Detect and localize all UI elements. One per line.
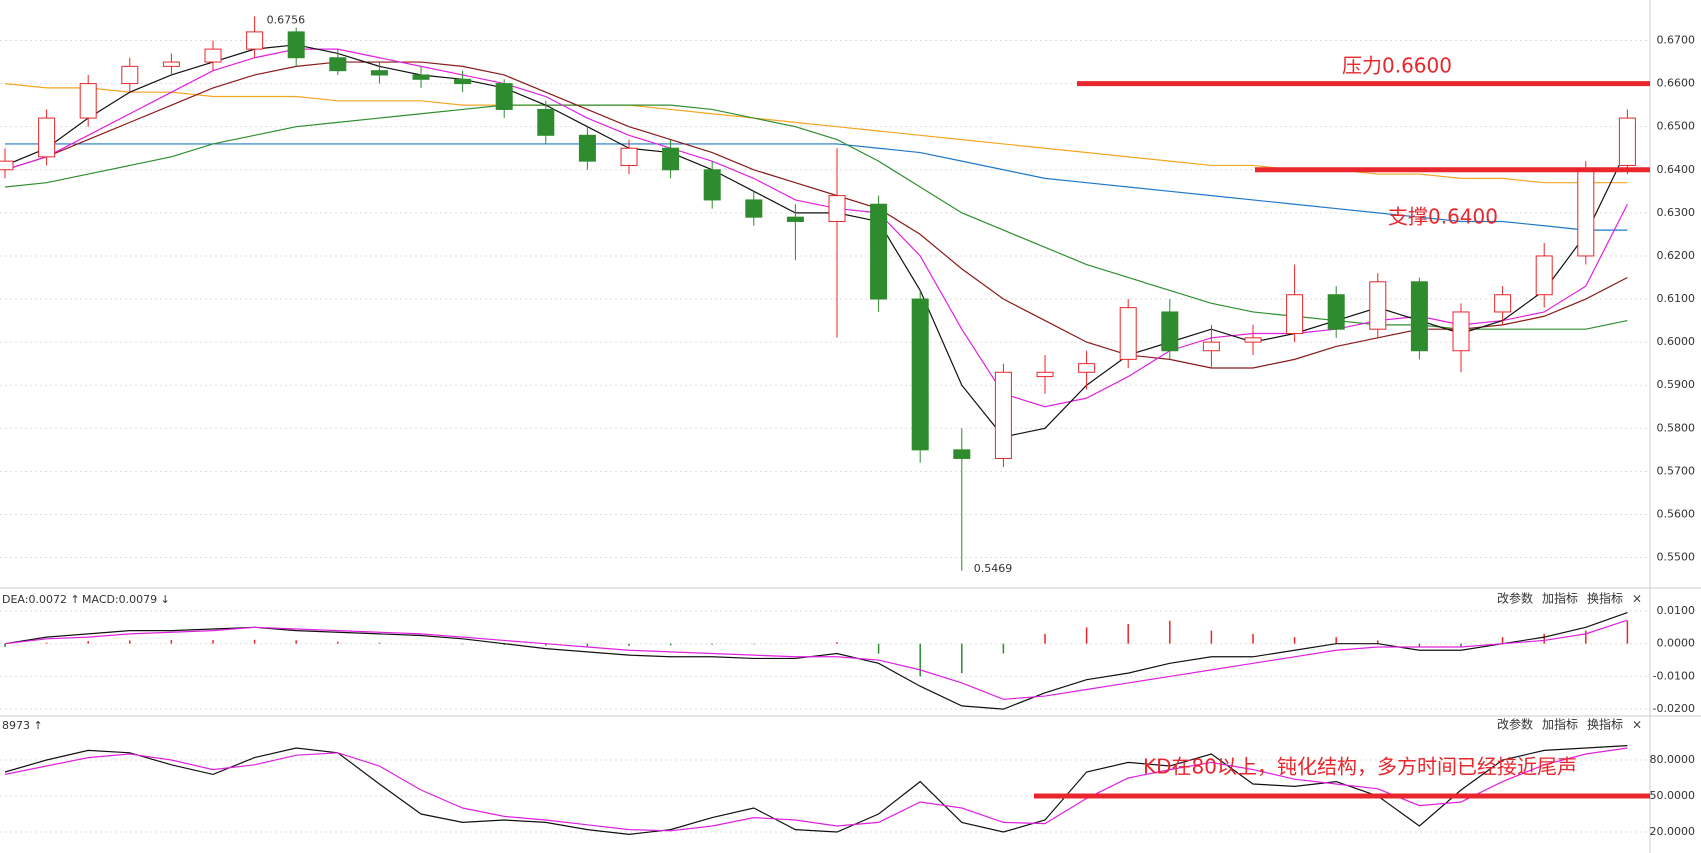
indicator-line: [4, 745, 1628, 836]
indicator-header: MACD:0.0079 ↓: [82, 593, 170, 606]
y-tick-label: 0.5900: [1657, 378, 1696, 391]
y-tick-label: 0.6500: [1657, 120, 1696, 133]
candle-body: [1410, 281, 1428, 352]
candle-body: [786, 216, 804, 222]
indicator-line: [4, 61, 1628, 369]
candle-body: [38, 117, 56, 158]
candle-body: [204, 48, 222, 63]
indicator-line: [5, 143, 1628, 231]
candle-body: [1036, 371, 1054, 378]
indicator-line: [4, 619, 1628, 700]
candle-body: [287, 31, 305, 59]
candle-body: [1202, 341, 1220, 352]
annotation: KD在80以上，钝化结构，多方时间已经接近尾声: [1143, 755, 1577, 779]
indicator-line: [4, 747, 1628, 832]
candle-body: [994, 371, 1012, 459]
candle-body: [1369, 281, 1387, 330]
panel-button[interactable]: 换指标: [1587, 717, 1623, 732]
y-tick-label: 0.5500: [1657, 551, 1696, 564]
indicator-header: DEA:0.0072 ↑: [2, 593, 80, 606]
y-tick-label: 0.6600: [1657, 77, 1696, 90]
candle-body: [828, 195, 846, 222]
y-tick-label: 50.0000: [1650, 789, 1696, 802]
candle-body: [0, 160, 14, 171]
y-tick-label: 80.0000: [1650, 753, 1696, 766]
candle-body: [620, 147, 638, 166]
candle-body: [329, 57, 347, 72]
y-tick-label: 0.6300: [1657, 206, 1696, 219]
y-tick-label: 0.0100: [1657, 604, 1696, 617]
y-tick-label: -0.0200: [1653, 702, 1695, 715]
indicator-line: [4, 44, 1628, 438]
y-tick-label: -0.0100: [1653, 669, 1695, 682]
panel-button[interactable]: 改参数: [1497, 717, 1533, 732]
y-tick-label: 0.6700: [1657, 34, 1696, 47]
y-tick-label: 0.5600: [1657, 507, 1696, 520]
candle-body: [953, 449, 971, 459]
indicator-line: [4, 612, 1628, 710]
candle-body: [79, 83, 97, 119]
candle-body: [703, 169, 721, 201]
candle-body: [412, 74, 430, 80]
candle-body: [870, 203, 888, 300]
y-tick-label: 0.0000: [1657, 637, 1696, 650]
candle-body: [1452, 311, 1470, 352]
candle-body: [1078, 363, 1096, 373]
candle-body: [578, 134, 596, 162]
candle-body: [537, 108, 555, 136]
panel-button[interactable]: 改参数: [1497, 591, 1533, 606]
candle-body: [1244, 337, 1262, 343]
y-tick-label: 20.0000: [1650, 825, 1696, 838]
candle-body: [246, 31, 264, 50]
candle-body: [454, 78, 472, 85]
panel-button[interactable]: ×: [1632, 592, 1642, 606]
panel-button[interactable]: 换指标: [1587, 591, 1623, 606]
y-tick-label: 0.6000: [1657, 335, 1696, 348]
indicator-header: 8973 ↑: [2, 719, 43, 732]
y-tick-label: 0.6100: [1657, 292, 1696, 305]
panel-button[interactable]: 加指标: [1542, 591, 1578, 606]
candle-body: [121, 65, 139, 85]
indicator-line: [4, 48, 1628, 408]
candle-body: [911, 298, 929, 451]
annotation: 压力0.6600: [1342, 54, 1452, 78]
annotation: 支撑0.6400: [1388, 205, 1498, 229]
candle-body: [1535, 255, 1553, 296]
candle-body: [1161, 311, 1179, 352]
candle-body: [370, 70, 388, 76]
candle-body: [495, 83, 513, 110]
candle-body: [1119, 307, 1137, 360]
candle-body: [1618, 117, 1636, 166]
y-tick-label: 0.5700: [1657, 464, 1696, 477]
panel-button[interactable]: 加指标: [1542, 717, 1578, 732]
candle-body: [662, 147, 680, 171]
candle-body: [1327, 294, 1345, 330]
panel-button[interactable]: ×: [1632, 718, 1642, 732]
candle-body: [745, 199, 763, 218]
candle-body: [1286, 294, 1304, 335]
y-tick-label: 0.6400: [1657, 163, 1696, 176]
candle-body: [1577, 169, 1595, 257]
y-tick-label: 0.5800: [1657, 421, 1696, 434]
y-tick-label: 0.6200: [1657, 249, 1696, 262]
candle-body: [162, 61, 180, 67]
candle-body: [1494, 294, 1512, 313]
low-marker: 0.5469: [974, 562, 1013, 575]
indicator-line: [4, 104, 1628, 330]
high-marker: 0.6756: [267, 13, 306, 26]
